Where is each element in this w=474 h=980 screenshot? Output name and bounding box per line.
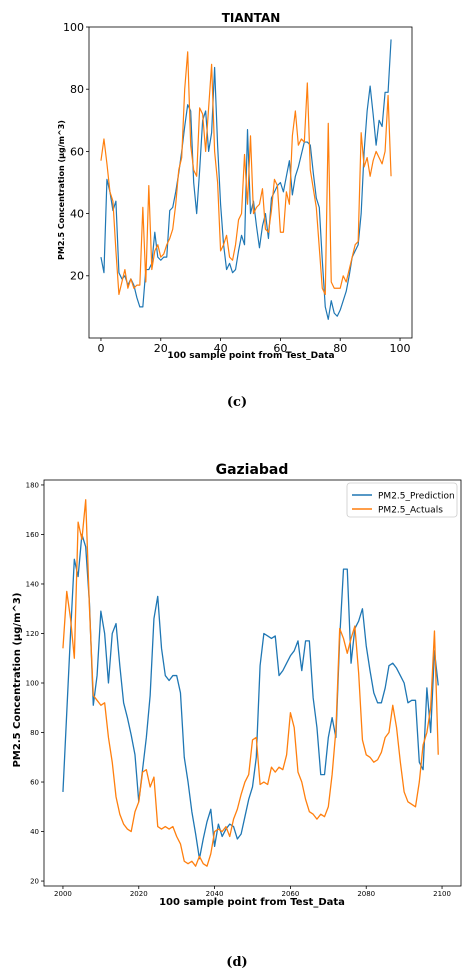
x-tick-label: 100 <box>390 342 411 355</box>
chart-gaziabad: Gaziabad 2000 2020 2040 2060 2080 21002040608… <box>12 462 462 908</box>
legend-entry: PM2.5_Prediction <box>378 492 455 502</box>
x-tick-label: 2080 <box>357 890 375 898</box>
x-tick-label: 60 <box>273 342 287 355</box>
y-tick-label: 100 <box>26 679 39 687</box>
x-tick-label: 2060 <box>281 890 299 898</box>
chart-title: TIANTAN <box>222 11 281 25</box>
x-tick-label: 20 <box>154 342 168 355</box>
y-tick-label: 80 <box>30 729 39 737</box>
y-tick-label: 140 <box>26 580 39 588</box>
chart-tiantan: TIANTAN 0 20 40 60 80 100 20 40 60 80 100 100 samp… <box>57 11 413 361</box>
x-axis-label: 100 sample point from Test_Data <box>167 351 334 361</box>
plot-frame <box>43 479 462 887</box>
y-axis-label: PM2.5 Concentration (µg/m^3) <box>12 593 23 768</box>
x-axis-label: 100 sample point from Test_Data <box>159 897 345 908</box>
x-tick-label: 80 <box>333 342 347 355</box>
x-tick-label: 2100 <box>433 890 451 898</box>
caption-d: (d) <box>226 955 248 970</box>
series-line-actuals <box>62 499 439 867</box>
y-tick-label: 80 <box>70 83 84 96</box>
series-line-prediction <box>62 533 439 860</box>
legend-box <box>346 482 458 518</box>
y-tick-label: 20 <box>30 877 39 885</box>
y-tick-label: 160 <box>26 531 39 539</box>
x-tick-label: 0 <box>97 342 104 355</box>
y-axis-label: PM2.5 Concentration (µg/m^3) <box>57 120 66 260</box>
x-tick-label: 2020 <box>130 890 148 898</box>
y-tick-label: 20 <box>70 270 84 283</box>
y-tick-label: 100 <box>63 21 84 34</box>
legend: PM2.5_Prediction PM2.5_Actuals <box>346 482 458 518</box>
x-tick-label: 40 <box>214 342 228 355</box>
y-tick-label: 180 <box>26 481 39 489</box>
series-line-actuals <box>100 51 392 296</box>
y-tick-label: 60 <box>30 778 39 786</box>
caption-c: (c) <box>226 395 248 410</box>
chart-title: Gaziabad <box>216 462 289 478</box>
x-tick-label: 2000 <box>54 890 72 898</box>
legend-entry: PM2.5_Actuals <box>378 506 443 516</box>
y-tick-label: 40 <box>70 207 84 220</box>
plot-frame <box>88 26 413 339</box>
y-tick-label: 40 <box>30 828 39 836</box>
y-tick-label: 60 <box>70 145 84 158</box>
x-tick-label: 2040 <box>206 890 224 898</box>
y-tick-label: 120 <box>26 630 39 638</box>
